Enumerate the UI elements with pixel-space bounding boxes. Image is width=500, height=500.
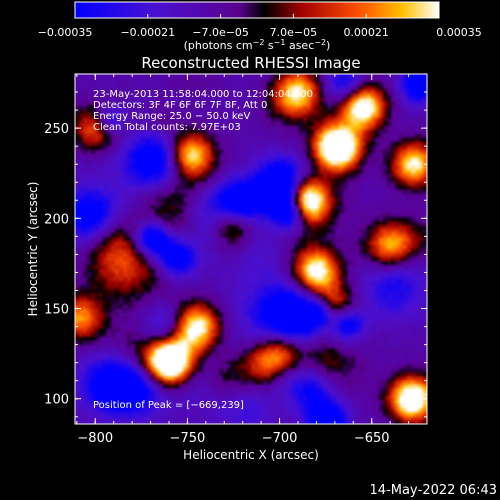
colorbar-tick-label: 0.00021 [343, 26, 389, 39]
plot-frame [74, 73, 428, 425]
y-axis-ticks: 100 150 200 250 [44, 73, 427, 418]
colorbar-tick-label: −7.0e−05 [192, 26, 249, 39]
colorbar-tick-label: 0.00035 [436, 26, 482, 39]
annotation-block: 23‑May‑2013 11:58:04.000 to 12:04:04.000… [93, 89, 313, 411]
y-tick-label: 200 [44, 212, 69, 227]
x-axis-ticks: −800 −750 −700 −650 [76, 74, 428, 446]
annotation-detectors: Detectors: 3F 4F 6F 6F 7F 8F, Att 0 [93, 100, 267, 111]
x-tick-label: −750 [170, 431, 206, 446]
x-axis-label: Heliocentric X (arcsec) [183, 448, 319, 462]
colorbar [74, 1, 440, 19]
heatmap-image [75, 74, 427, 424]
chart-title: Reconstructed RHESSI Image [141, 54, 360, 72]
annotation-clean: Clean Total counts: 7.97E+03 [93, 122, 241, 133]
colorbar-tick-label: −0.00021 [120, 26, 175, 39]
y-tick-label: 250 [44, 122, 69, 137]
y-tick-label: 150 [44, 303, 69, 318]
x-tick-label: −650 [354, 431, 390, 446]
y-axis-label: Heliocentric Y (arcsec) [26, 182, 40, 317]
annotation-peak-position: Position of Peak = [−669,239] [93, 400, 244, 411]
colorbar-unit-label: (photons cm−2 s−1 asec−2) [184, 38, 331, 52]
annotation-energy-range: Energy Range: 25.0 − 50.0 keV [93, 111, 250, 122]
colorbar-tick-label: −0.00035 [38, 26, 93, 39]
x-tick-label: −800 [77, 431, 113, 446]
colorbar-ticks: −0.00035 −0.00021 −7.0e−05 7.0e−05 0.00021 0.… [38, 14, 482, 39]
footer-timestamp: 14‑May‑2022 06:43 [370, 483, 497, 498]
annotation-time-range: 23‑May‑2013 11:58:04.000 to 12:04:04.000 [93, 89, 313, 100]
y-tick-label: 100 [44, 393, 69, 408]
x-tick-label: −700 [262, 431, 298, 446]
colorbar-tick-label: 7.0e−05 [270, 26, 317, 39]
